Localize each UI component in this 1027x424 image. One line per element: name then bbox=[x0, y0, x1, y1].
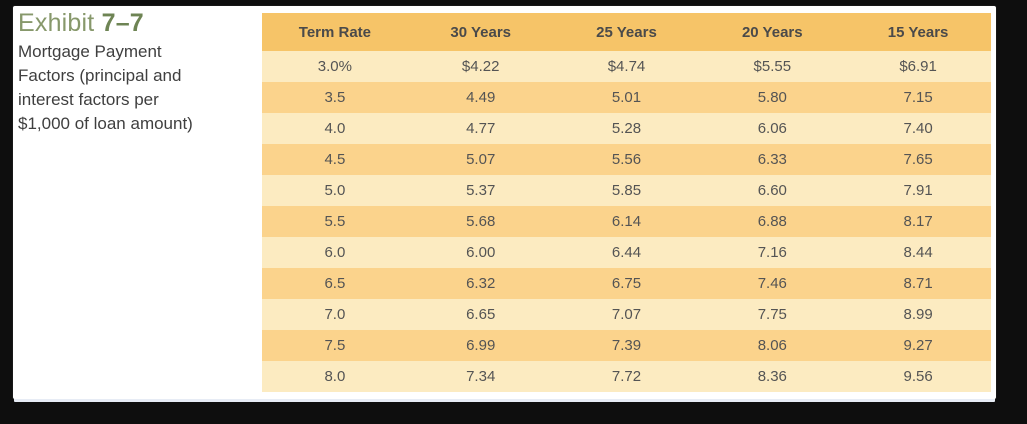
cell-factor: 8.06 bbox=[699, 330, 846, 361]
column-header-20-years: 20 Years bbox=[699, 13, 846, 51]
cell-term-rate: 8.0 bbox=[262, 361, 408, 392]
cell-factor: 5.56 bbox=[553, 144, 700, 175]
cell-factor: 6.60 bbox=[699, 175, 846, 206]
cell-factor: 5.07 bbox=[407, 144, 554, 175]
table-body: 3.0% $4.22 $4.74 $5.55 $6.91 3.5 4.49 5.01 5.80 7… bbox=[262, 51, 991, 392]
cell-factor: 8.99 bbox=[845, 299, 991, 330]
cell-factor: 6.00 bbox=[407, 237, 554, 268]
table-row: 7.0 6.65 7.07 7.75 8.99 bbox=[262, 299, 991, 330]
cell-term-rate: 4.0 bbox=[262, 113, 408, 144]
cell-term-rate: 4.5 bbox=[262, 144, 408, 175]
cell-factor: 7.16 bbox=[699, 237, 846, 268]
cell-factor: 5.80 bbox=[699, 82, 846, 113]
column-header-25-years: 25 Years bbox=[553, 13, 700, 51]
exhibit-title-word: Exhibit bbox=[18, 9, 95, 37]
subtitle-line: $1,000 of loan amount) bbox=[18, 114, 193, 133]
cell-factor: 7.65 bbox=[845, 144, 991, 175]
table-row: 5.0 5.37 5.85 6.60 7.91 bbox=[262, 175, 991, 206]
table-row: 3.0% $4.22 $4.74 $5.55 $6.91 bbox=[262, 51, 991, 82]
cell-factor: 5.01 bbox=[553, 82, 700, 113]
table-row: 4.5 5.07 5.56 6.33 7.65 bbox=[262, 144, 991, 175]
cell-factor: 4.77 bbox=[407, 113, 554, 144]
subtitle-line: Factors (principal and bbox=[18, 66, 182, 85]
cell-factor: 6.44 bbox=[553, 237, 700, 268]
cell-factor: 6.32 bbox=[407, 268, 554, 299]
mortgage-factors-table-area: Term Rate 30 Years 25 Years 20 Years 15 … bbox=[262, 6, 996, 399]
cell-term-rate: 6.0 bbox=[262, 237, 408, 268]
cell-term-rate: 3.0% bbox=[262, 51, 408, 82]
exhibit-subtitle: Mortgage Payment Factors (principal and … bbox=[18, 40, 252, 136]
cell-factor: 9.27 bbox=[845, 330, 991, 361]
cell-factor: 4.49 bbox=[407, 82, 554, 113]
cell-factor: 8.71 bbox=[845, 268, 991, 299]
cell-factor: 6.65 bbox=[407, 299, 554, 330]
exhibit-title: Exhibit 7–7 bbox=[18, 9, 252, 37]
mortgage-factors-table: Term Rate 30 Years 25 Years 20 Years 15 … bbox=[262, 13, 991, 392]
cell-term-rate: 7.5 bbox=[262, 330, 408, 361]
table-row: 5.5 5.68 6.14 6.88 8.17 bbox=[262, 206, 991, 237]
cell-factor: 7.15 bbox=[845, 82, 991, 113]
cell-factor: 7.34 bbox=[407, 361, 554, 392]
cell-factor: $6.91 bbox=[845, 51, 991, 82]
cell-factor: 6.88 bbox=[699, 206, 846, 237]
cell-factor: 8.36 bbox=[699, 361, 846, 392]
cell-factor: 7.46 bbox=[699, 268, 846, 299]
cell-factor: 6.33 bbox=[699, 144, 846, 175]
table-row: 3.5 4.49 5.01 5.80 7.15 bbox=[262, 82, 991, 113]
cell-term-rate: 7.0 bbox=[262, 299, 408, 330]
cell-factor: 9.56 bbox=[845, 361, 991, 392]
cell-factor: 6.75 bbox=[553, 268, 700, 299]
cell-factor: $5.55 bbox=[699, 51, 846, 82]
cell-factor: 7.91 bbox=[845, 175, 991, 206]
cell-factor: $4.74 bbox=[553, 51, 700, 82]
cell-factor: 5.85 bbox=[553, 175, 700, 206]
cell-factor: 8.17 bbox=[845, 206, 991, 237]
table-row: 8.0 7.34 7.72 8.36 9.56 bbox=[262, 361, 991, 392]
cell-factor: 7.72 bbox=[553, 361, 700, 392]
exhibit-caption-panel: Exhibit 7–7 Mortgage Payment Factors (pr… bbox=[13, 6, 262, 399]
cell-factor: 6.06 bbox=[699, 113, 846, 144]
cell-term-rate: 6.5 bbox=[262, 268, 408, 299]
cell-factor: 5.37 bbox=[407, 175, 554, 206]
cell-term-rate: 5.5 bbox=[262, 206, 408, 237]
cell-factor: 7.39 bbox=[553, 330, 700, 361]
cell-factor: 6.14 bbox=[553, 206, 700, 237]
cell-factor: 6.99 bbox=[407, 330, 554, 361]
cell-factor: 7.75 bbox=[699, 299, 846, 330]
column-header-term-rate: Term Rate bbox=[262, 13, 408, 51]
cell-factor: 8.44 bbox=[845, 237, 991, 268]
cell-factor: 5.28 bbox=[553, 113, 700, 144]
table-row: 6.0 6.00 6.44 7.16 8.44 bbox=[262, 237, 991, 268]
exhibit-card: Exhibit 7–7 Mortgage Payment Factors (pr… bbox=[13, 6, 996, 399]
subtitle-line: interest factors per bbox=[18, 90, 159, 109]
subtitle-line: Mortgage Payment bbox=[18, 42, 162, 61]
cell-factor: 5.68 bbox=[407, 206, 554, 237]
table-row: 7.5 6.99 7.39 8.06 9.27 bbox=[262, 330, 991, 361]
table-row: 4.0 4.77 5.28 6.06 7.40 bbox=[262, 113, 991, 144]
exhibit-title-number: 7–7 bbox=[101, 9, 144, 37]
cell-term-rate: 3.5 bbox=[262, 82, 408, 113]
column-header-15-years: 15 Years bbox=[845, 13, 991, 51]
column-header-30-years: 30 Years bbox=[407, 13, 554, 51]
cell-term-rate: 5.0 bbox=[262, 175, 408, 206]
cell-factor: 7.07 bbox=[553, 299, 700, 330]
cell-factor: $4.22 bbox=[407, 51, 554, 82]
cell-factor: 7.40 bbox=[845, 113, 991, 144]
table-header-row: Term Rate 30 Years 25 Years 20 Years 15 … bbox=[262, 13, 991, 51]
table-row: 6.5 6.32 6.75 7.46 8.71 bbox=[262, 268, 991, 299]
